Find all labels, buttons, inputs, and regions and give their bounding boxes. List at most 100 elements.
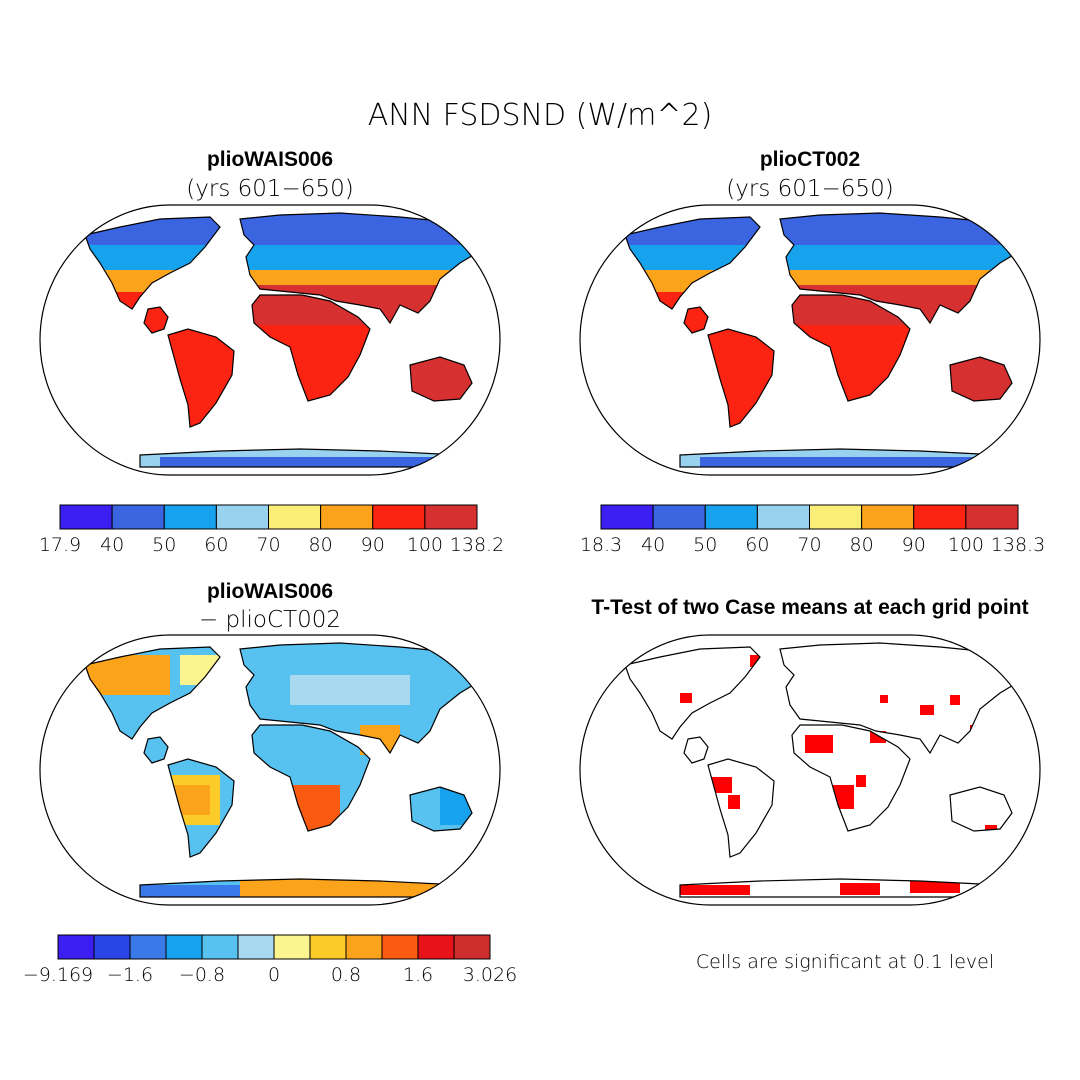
colorbar-swatch [345, 934, 383, 960]
colorbar-swatch [424, 504, 478, 530]
map-ttest [579, 634, 1041, 906]
colorbar-swatch [320, 504, 374, 530]
map-diff [39, 634, 501, 906]
colorbar-swatch [372, 504, 426, 530]
significant-cell [856, 775, 866, 787]
significant-cell [880, 695, 888, 703]
colorbar-swatch [453, 934, 491, 960]
significant-cell [1000, 657, 1014, 667]
diff-patch [420, 745, 460, 785]
band-subpolar [85, 245, 490, 270]
colorbar-tick-label: −1.6 [107, 964, 153, 986]
colorbar-tick-label: 50 [152, 534, 176, 556]
panel-title: plioWAIS006 [207, 148, 333, 171]
colorbar-swatch [965, 504, 1019, 530]
colorbar-swatch [129, 934, 167, 960]
colorbar-tick-label: 70 [256, 534, 280, 556]
significant-cell [980, 887, 1000, 895]
band-antarctic-core [700, 457, 1000, 467]
colorbar-tick-label: 17.9 [39, 534, 81, 556]
colorbar-tick-label: −0.8 [179, 964, 225, 986]
significance-note: Cells are significant at 0.1 level [696, 951, 994, 973]
colorbar-swatch [809, 504, 863, 530]
colorbar-tick-label: 40 [641, 534, 665, 556]
significant-cell [790, 761, 800, 769]
colorbar-swatch [111, 504, 165, 530]
panel-title: T-Test of two Case means at each grid po… [591, 596, 1028, 619]
diff-patch [170, 785, 210, 815]
band-desert [780, 285, 980, 325]
band-polar [625, 213, 1030, 245]
colorbar-swatch [57, 934, 95, 960]
panel-title: plioWAIS006 [207, 580, 333, 603]
colorbar-tick-label: 3.026 [463, 964, 517, 986]
colorbar-swatch [215, 504, 269, 530]
colorbar-swatch [704, 504, 758, 530]
band-antarctic-core [160, 457, 460, 467]
significant-cell [720, 725, 730, 733]
significant-cell [805, 735, 833, 753]
band-subpolar [625, 245, 1030, 270]
colorbar-tick-label: 90 [361, 534, 385, 556]
panel-subtitle: − plioCT002 [199, 607, 341, 633]
colorbar-swatch [913, 504, 967, 530]
colorbar-case1: 17.9 40 50 60 70 80 90 100 138.2 [39, 504, 504, 556]
colorbar-swatch [268, 504, 322, 530]
map-border [579, 634, 1041, 906]
significant-cell [680, 885, 750, 895]
coastline [624, 642, 1031, 898]
band-polar [85, 213, 490, 245]
colorbar-swatch [381, 934, 419, 960]
colorbar-tick-label: −9.169 [23, 964, 93, 986]
colorbar-swatch [59, 504, 113, 530]
colorbar-swatch [861, 504, 915, 530]
significant-cell [910, 881, 960, 893]
colorbar-tick-label: 100 [948, 534, 984, 556]
panel-subtitle: (yrs 601−650) [186, 176, 353, 202]
colorbar-swatch [309, 934, 347, 960]
colorbar-swatch [163, 504, 217, 530]
significant-cell [828, 785, 854, 809]
colorbar-tick-label: 18.3 [580, 534, 622, 556]
colorbar-swatch [600, 504, 654, 530]
diff-patch [440, 785, 480, 825]
colorbar-tick-label: 60 [745, 534, 769, 556]
panel-ttest: T-Test of two Case means at each grid po… [579, 596, 1041, 973]
colorbar-swatch [165, 934, 203, 960]
colorbar-tick-label: 100 [407, 534, 443, 556]
significant-cell [950, 695, 960, 705]
colorbar-swatch [93, 934, 131, 960]
figure-title: ANN FSDSND (W/m^2) [368, 98, 713, 133]
map-case2 [579, 204, 1041, 476]
colorbar-tick-label: 50 [693, 534, 717, 556]
colorbar-swatch [273, 934, 311, 960]
significant-cell [940, 755, 948, 763]
colorbar-tick-label: 80 [850, 534, 874, 556]
colorbar-tick-label: 70 [797, 534, 821, 556]
colorbar-diff: −9.169 −1.6 −0.8 0 0.8 1.6 3.026 [23, 934, 517, 986]
panel-subtitle: (yrs 601−650) [726, 176, 893, 202]
colorbar-tick-label: 138.3 [991, 534, 1045, 556]
panel-case2: plioCT002 (yrs 601−650) 18.3 40 50 60 70 80 90… [579, 148, 1045, 556]
diff-patch [290, 675, 410, 705]
band-desert [240, 285, 440, 325]
significant-cell [675, 745, 683, 753]
colorbar-case2: 18.3 40 50 60 70 80 90 100 138.3 [580, 504, 1045, 556]
colorbar-swatch [201, 934, 239, 960]
colorbar-swatch [652, 504, 706, 530]
colorbar-tick-label: 60 [204, 534, 228, 556]
significant-cell [680, 693, 692, 703]
colorbar-tick-label: 90 [902, 534, 926, 556]
colorbar-tick-label: 1.6 [403, 964, 433, 986]
colorbar-tick-label: 40 [100, 534, 124, 556]
map-case1 [39, 204, 501, 476]
colorbar-swatch [756, 504, 810, 530]
colorbar-swatch [417, 934, 455, 960]
colorbar-tick-label: 0 [268, 964, 280, 986]
panel-case1: plioWAIS006 (yrs 601−650) 17.9 40 50 60 70 80… [39, 148, 504, 556]
significant-cell [920, 705, 934, 715]
diff-patch [120, 885, 240, 897]
colorbar-swatch [237, 934, 275, 960]
colorbar-tick-label: 0.8 [331, 964, 361, 986]
